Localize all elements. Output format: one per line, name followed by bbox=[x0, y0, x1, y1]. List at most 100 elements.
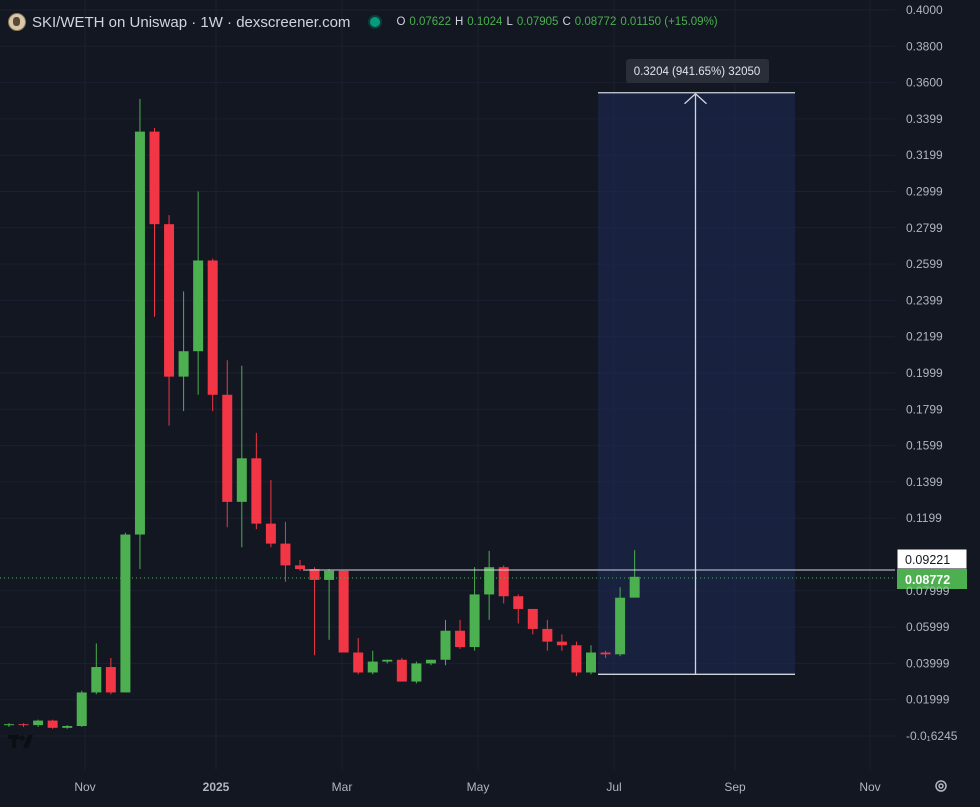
candle[interactable] bbox=[586, 645, 596, 675]
candle-body bbox=[556, 641, 567, 646]
candle-body bbox=[338, 570, 349, 653]
candle[interactable] bbox=[513, 594, 524, 624]
candle[interactable] bbox=[178, 291, 189, 412]
candle[interactable] bbox=[615, 587, 626, 657]
candle[interactable] bbox=[367, 650, 378, 675]
candle-body bbox=[455, 630, 466, 648]
candle[interactable] bbox=[309, 567, 320, 656]
candle-body bbox=[571, 645, 582, 673]
measure-label: 0.3204 (941.65%) 32050 bbox=[634, 66, 761, 78]
last-price-tag bbox=[897, 569, 967, 589]
candle[interactable] bbox=[396, 657, 407, 682]
price-range-measure[interactable]: 0.3204 (941.65%) 32050 bbox=[598, 59, 795, 675]
candle[interactable] bbox=[193, 191, 204, 395]
candle[interactable] bbox=[164, 215, 175, 426]
candle[interactable] bbox=[120, 532, 131, 693]
candle-body bbox=[62, 726, 73, 728]
candle[interactable] bbox=[33, 719, 44, 727]
tradingview-logo-icon[interactable] bbox=[8, 733, 48, 753]
candle[interactable] bbox=[280, 521, 291, 582]
ohlc-open-key: O bbox=[396, 16, 406, 28]
candle[interactable] bbox=[222, 360, 233, 528]
candle[interactable] bbox=[484, 550, 495, 620]
candle[interactable] bbox=[91, 643, 102, 695]
candle[interactable] bbox=[498, 565, 509, 604]
candle[interactable] bbox=[527, 608, 538, 635]
candle[interactable] bbox=[382, 659, 393, 664]
candle-body bbox=[193, 260, 204, 352]
candle[interactable] bbox=[629, 550, 640, 598]
candle-body bbox=[18, 724, 29, 726]
candle-body bbox=[542, 628, 553, 642]
candle-body bbox=[629, 576, 640, 598]
candle[interactable] bbox=[134, 98, 145, 570]
candle[interactable] bbox=[62, 725, 73, 729]
candle[interactable] bbox=[542, 619, 553, 651]
candle-body bbox=[527, 608, 538, 629]
price-tick-label: 0.2799 bbox=[906, 221, 943, 235]
price-tick-label: 0.4000 bbox=[906, 3, 943, 17]
candle[interactable] bbox=[353, 637, 364, 675]
candle-body bbox=[513, 596, 524, 609]
candle-body bbox=[105, 667, 116, 693]
candle[interactable] bbox=[105, 657, 116, 695]
candle-body bbox=[440, 630, 451, 660]
candle[interactable] bbox=[600, 650, 611, 658]
candle[interactable] bbox=[251, 432, 262, 530]
price-tick-label: 0.2999 bbox=[906, 185, 943, 199]
ohlc-low-key: L bbox=[506, 16, 513, 28]
price-tick-label: 0.1799 bbox=[906, 402, 943, 416]
candle-body bbox=[47, 720, 58, 728]
time-axis[interactable]: Nov 2025 Mar May Jul Sep Nov bbox=[74, 780, 880, 794]
candle-body bbox=[91, 667, 102, 693]
ohlc-low-value: 0.07905 bbox=[516, 16, 559, 28]
candle[interactable] bbox=[324, 569, 335, 640]
time-tick-label: May bbox=[467, 780, 490, 794]
candle[interactable] bbox=[440, 619, 451, 666]
candle-body bbox=[120, 534, 131, 693]
candle-body bbox=[280, 543, 291, 566]
candle[interactable] bbox=[455, 619, 466, 649]
time-tick-label: Nov bbox=[74, 780, 95, 794]
ohlc-open-value: 0.07622 bbox=[409, 16, 451, 28]
candle-body bbox=[469, 594, 480, 648]
candle[interactable] bbox=[236, 365, 247, 548]
price-tick-label: 0.3199 bbox=[906, 148, 943, 162]
price-tick-label: 0.03999 bbox=[906, 656, 950, 670]
line-price-tag-label: 0.09221 bbox=[905, 553, 950, 567]
candle[interactable] bbox=[47, 719, 58, 729]
candle-body bbox=[134, 131, 145, 535]
candle[interactable] bbox=[295, 559, 305, 571]
candle-body bbox=[222, 394, 233, 502]
price-tick-label: 0.1399 bbox=[906, 475, 943, 489]
price-tick-label: 0.05999 bbox=[906, 620, 950, 634]
candle-body bbox=[586, 652, 596, 673]
price-tick-label: 0.01999 bbox=[906, 693, 950, 707]
time-tick-label: Sep bbox=[724, 780, 746, 794]
price-tick-label: 0.1599 bbox=[906, 439, 943, 453]
candle-body bbox=[76, 692, 87, 727]
candle-body bbox=[164, 224, 175, 377]
candle[interactable] bbox=[469, 567, 480, 651]
candle[interactable] bbox=[265, 480, 276, 548]
candle[interactable] bbox=[556, 634, 567, 651]
chart-title: SKI/WETH on Uniswap · 1W · dexscreener.c… bbox=[32, 13, 351, 31]
candle-body bbox=[251, 458, 262, 524]
candle[interactable] bbox=[18, 723, 29, 727]
candle[interactable] bbox=[4, 723, 14, 727]
price-tick-label: 0.3800 bbox=[906, 39, 943, 53]
candle[interactable] bbox=[207, 258, 218, 412]
candle[interactable] bbox=[411, 661, 422, 684]
candle[interactable] bbox=[571, 641, 582, 677]
price-tick-label: 0.3600 bbox=[906, 76, 943, 90]
ohlc-high-value: 0.1024 bbox=[467, 16, 503, 28]
candle[interactable] bbox=[425, 659, 436, 666]
candle[interactable] bbox=[149, 127, 160, 317]
price-axis[interactable]: 0.4000 0.3800 0.3600 0.3399 0.3199 0.2999 0.27… bbox=[906, 3, 958, 743]
gear-icon[interactable] bbox=[933, 778, 949, 794]
candle-body bbox=[425, 659, 436, 664]
candle[interactable] bbox=[338, 570, 349, 653]
candle[interactable] bbox=[76, 690, 87, 727]
price-tick-label: 0.2599 bbox=[906, 257, 943, 271]
